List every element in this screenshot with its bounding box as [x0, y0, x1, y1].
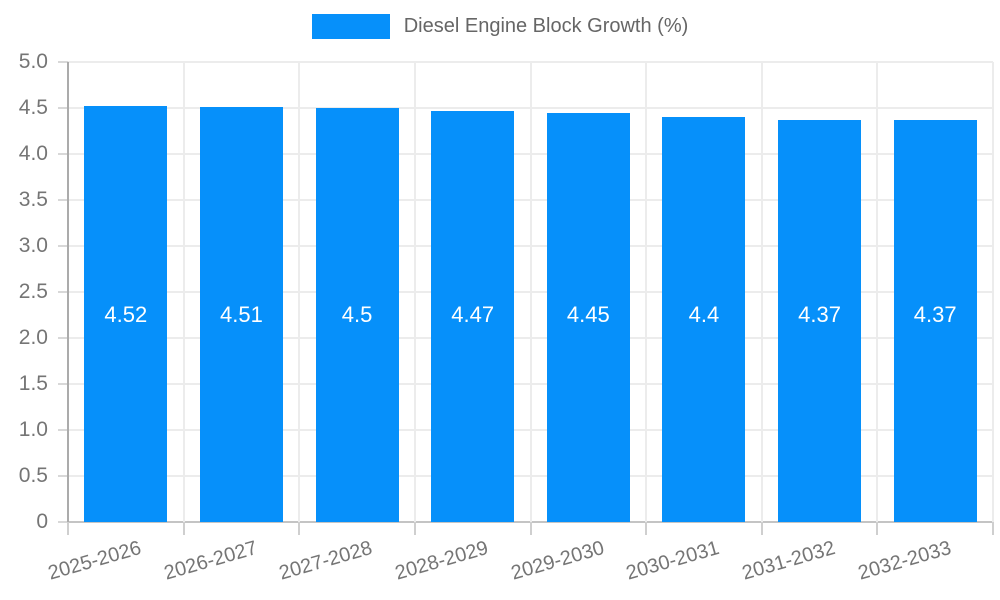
legend-label: Diesel Engine Block Growth (%)	[403, 15, 689, 37]
x-axis-tick	[529, 522, 532, 535]
bar-value-label: 4.37	[913, 301, 957, 327]
legend: Diesel Engine Block Growth (%)	[0, 14, 1000, 39]
x-axis-tick-label: 2030-2031	[623, 537, 723, 585]
x-axis-tick	[298, 522, 301, 535]
bar-value-label: 4.47	[451, 301, 495, 327]
x-axis-tick	[413, 522, 416, 535]
y-axis-tick-label: 2.5	[18, 280, 48, 303]
y-axis-tick-label: 5.0	[18, 50, 48, 73]
y-axis-tick	[58, 199, 68, 201]
y-axis-tick-label: 4.0	[18, 142, 48, 165]
gridline-vertical	[529, 62, 532, 522]
x-axis-tick-label: 2025-2026	[45, 537, 144, 585]
bar: 4.52	[84, 106, 168, 522]
y-axis-line	[67, 62, 69, 522]
gridline-vertical	[760, 62, 763, 522]
y-axis-tick-label: 1.0	[18, 418, 48, 441]
bar: 4.47	[431, 110, 515, 522]
gridline-vertical	[182, 62, 185, 522]
x-axis-tick	[645, 522, 648, 535]
y-axis-tick	[58, 383, 68, 385]
y-axis-tick-label: 0.5	[18, 464, 48, 487]
gridline-vertical	[298, 62, 301, 522]
bar: 4.37	[778, 119, 862, 522]
x-axis-tick	[182, 522, 185, 535]
x-axis-tick	[876, 522, 879, 535]
x-axis-tick-label: 2031-2032	[739, 537, 838, 585]
y-axis-tick	[58, 429, 68, 431]
bar-value-label: 4.4	[688, 301, 720, 327]
bar: 4.4	[662, 117, 746, 522]
bar-value-label: 4.37	[798, 301, 841, 327]
y-axis-tick	[58, 61, 68, 63]
bar-value-label: 4.51	[220, 301, 263, 327]
legend-swatch	[311, 14, 390, 39]
bar-value-label: 4.52	[104, 301, 148, 327]
y-axis-tick	[58, 107, 68, 109]
y-axis-tick-label: 2.0	[18, 326, 48, 349]
bar-value-label: 4.45	[566, 301, 610, 327]
y-axis-tick	[58, 475, 68, 477]
y-axis-tick-label: 4.5	[18, 96, 48, 119]
y-axis-tick-label: 0	[36, 510, 48, 533]
x-axis-tick	[992, 522, 994, 535]
y-axis-tick	[58, 291, 68, 293]
y-axis-tick	[58, 153, 68, 155]
y-axis-tick	[58, 337, 68, 339]
x-axis-tick-label: 2027-2028	[277, 537, 376, 585]
y-axis-tick	[58, 245, 68, 247]
bar: 4.37	[893, 119, 977, 522]
bar: 4.45	[546, 112, 630, 522]
x-axis-tick	[760, 522, 763, 535]
bar: 4.5	[315, 108, 399, 522]
gridline-vertical	[645, 62, 648, 522]
y-axis-tick-label: 3.5	[18, 188, 48, 211]
bar: 4.51	[199, 107, 283, 522]
y-axis-tick-label: 3.0	[18, 234, 48, 257]
gridline-vertical	[992, 62, 994, 522]
gridline-vertical	[876, 62, 879, 522]
x-axis-tick-label: 2032-2033	[855, 537, 954, 585]
x-axis-tick-label: 2029-2030	[508, 537, 607, 585]
y-axis-tick-label: 1.5	[18, 372, 48, 395]
x-axis-tick	[67, 522, 69, 535]
gridline-vertical	[413, 62, 416, 522]
x-axis-tick-label: 2028-2029	[392, 537, 491, 585]
x-axis-tick-label: 2026-2027	[161, 537, 260, 585]
y-axis-tick	[58, 521, 68, 523]
bar-value-label: 4.5	[341, 302, 373, 327]
